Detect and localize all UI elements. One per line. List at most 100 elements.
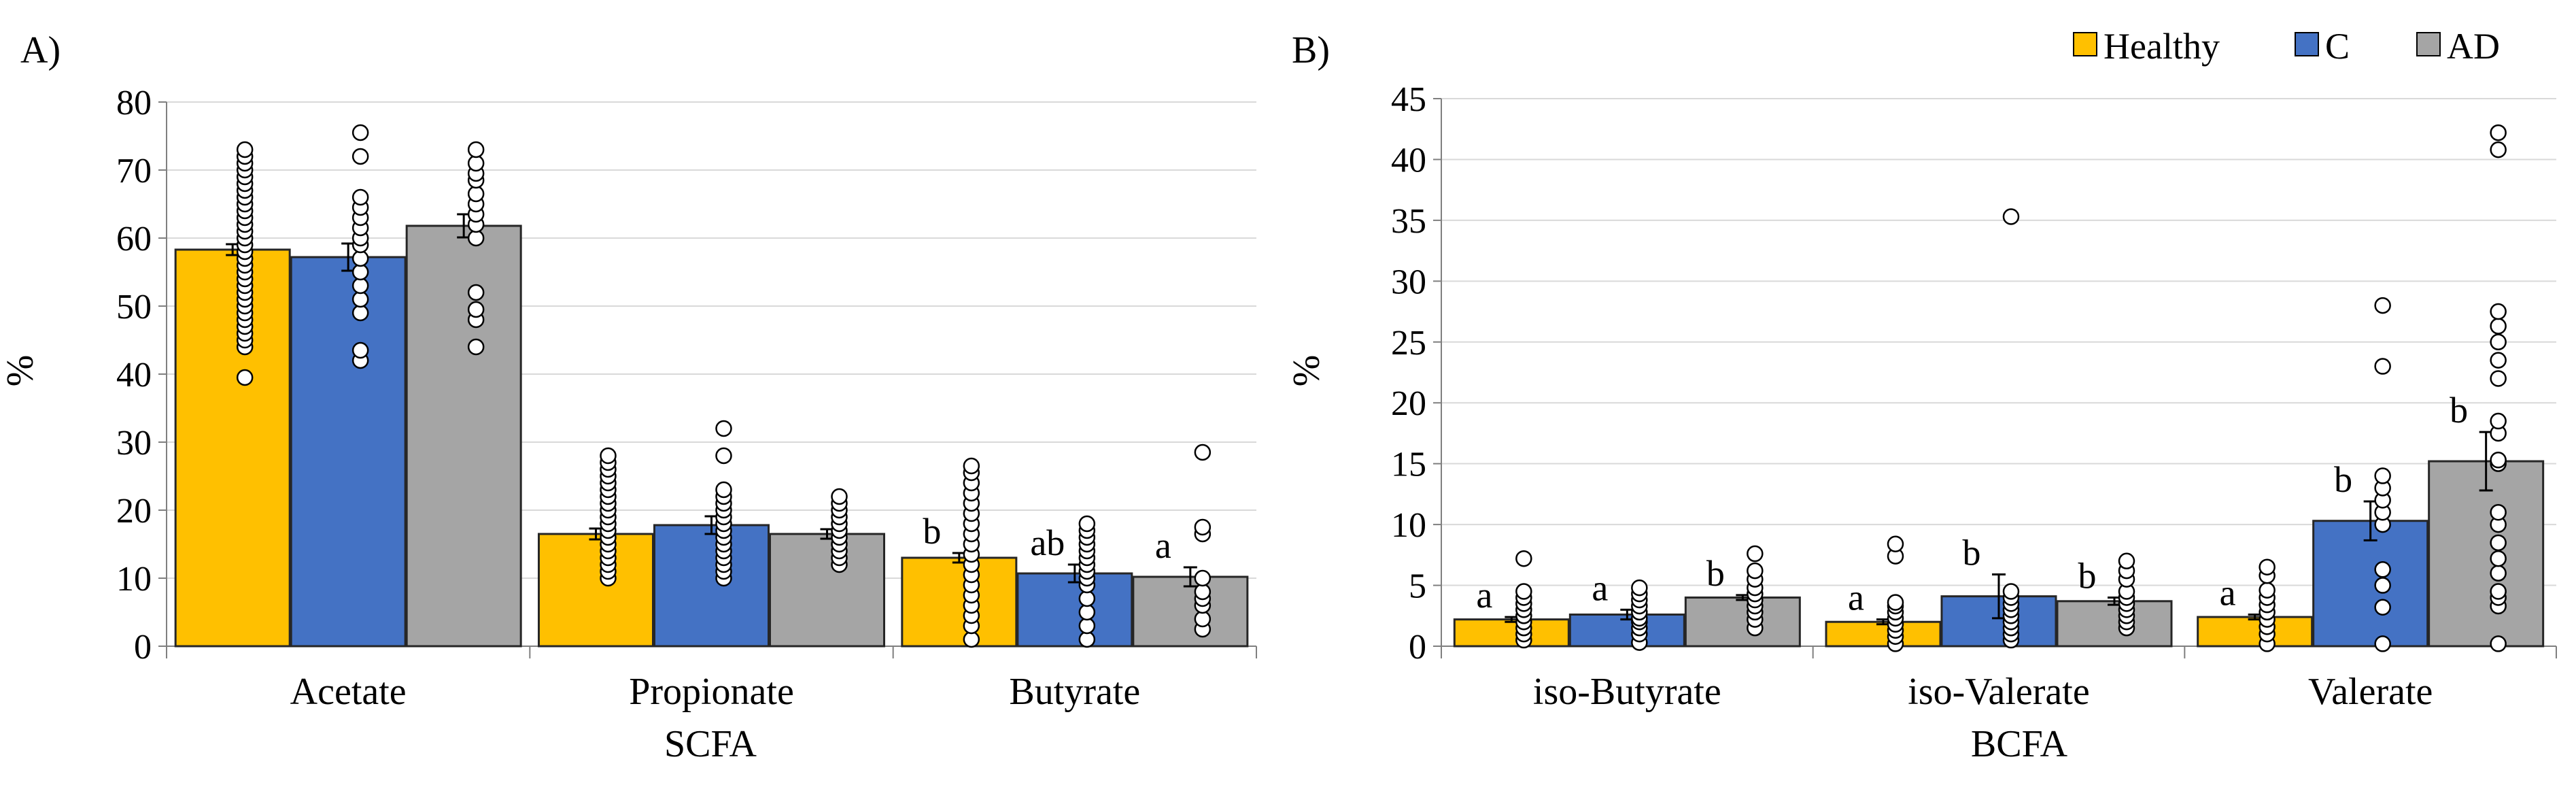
panel-b-significance-letter: b xyxy=(1963,532,1981,573)
panel-b-data-point xyxy=(2490,550,2507,567)
panel-a-y-tick-label: 50 xyxy=(116,288,152,326)
panel-a-data-point xyxy=(351,124,369,141)
panel-b-y-axis-label: % xyxy=(1286,355,1328,387)
panel-a-data-point xyxy=(351,341,369,359)
panel-a-data-point xyxy=(467,301,485,318)
panel-b-data-point xyxy=(2259,558,2276,575)
panel-a-data-point xyxy=(1194,443,1212,461)
panel-b-y-tick-label: 25 xyxy=(1391,324,1426,363)
panel-a-data-point xyxy=(467,154,485,172)
panel-a-y-tick-label: 60 xyxy=(116,220,152,258)
panel-a-category-label-propionate: Propionate xyxy=(629,671,794,713)
panel-b-y-tick-label: 10 xyxy=(1391,506,1426,545)
panel-a-data-point xyxy=(963,457,980,475)
panel-b-data-point xyxy=(2490,318,2507,335)
panel-a-significance-letter: b xyxy=(923,511,941,552)
panel-a-bar-healthy-propionate xyxy=(538,533,654,648)
panel-b-data-point xyxy=(1515,583,1532,600)
panel-a-y-tick-label: 70 xyxy=(116,152,152,190)
panel-a-data-point xyxy=(351,263,369,281)
panel-b-data-point xyxy=(2490,370,2507,387)
panel-b-data-point xyxy=(2002,583,2020,600)
panel-a-data-point xyxy=(236,141,254,158)
panel-a-data-point xyxy=(351,290,369,308)
panel-b-data-point xyxy=(2374,561,2391,578)
panel-a-data-point xyxy=(351,277,369,295)
legend-swatch-healthy xyxy=(2073,32,2097,56)
panel-b-significance-letter: a xyxy=(2220,572,2236,613)
panel-a-data-point xyxy=(715,420,732,437)
panel-b-x-axis-label: BCFA xyxy=(1971,723,2068,765)
panel-b-data-point xyxy=(1887,535,1904,552)
panel-a-bar-healthy-butyrate xyxy=(901,556,1018,648)
panel-b-data-point xyxy=(1887,594,1904,611)
panel-a-bar-c-butyrate xyxy=(1016,572,1133,648)
panel-a-category-label-acetate: Acetate xyxy=(290,671,407,713)
panel-a-y-tick-label: 80 xyxy=(116,84,152,122)
panel-b-data-point xyxy=(2490,452,2507,469)
panel-a-y-axis-label: % xyxy=(0,355,41,387)
panel-b-y-tick-label: 35 xyxy=(1391,202,1426,241)
panel-a-bar-c-acetate xyxy=(290,256,407,648)
panel-b-significance-letter: a xyxy=(1592,567,1608,608)
panel-a-y-tick-label: 40 xyxy=(116,356,152,395)
panel-b-data-point xyxy=(1631,579,1648,597)
panel-b-data-point xyxy=(1747,562,1764,580)
panel-b-data-point xyxy=(2002,208,2020,225)
panel-b-data-point xyxy=(2490,412,2507,430)
panel-b-bar-ad-iso-butyrate xyxy=(1684,596,1801,648)
panel-a-data-point xyxy=(1078,631,1096,648)
panel-b-data-point xyxy=(2374,599,2391,616)
panel-b: B) a a a a b b b b b 0 5 10 15 20 25 30 35 40 45 iso-Buty… xyxy=(1286,29,2557,765)
panel-a-data-point xyxy=(467,229,485,247)
panel-a-x-axis-label: SCFA xyxy=(664,723,757,765)
panel-a-data-point xyxy=(351,188,369,206)
panel-b-data-point xyxy=(2374,635,2391,652)
legend: Healthy C AD xyxy=(2073,26,2500,67)
panel-b-significance-letter: b xyxy=(1706,553,1725,594)
panel-b-significance-letter: b xyxy=(2334,459,2352,500)
panel-b-data-point xyxy=(2374,358,2391,375)
panel-b-bar-ad-valerate xyxy=(2428,460,2545,648)
panel-b-y-tick-label: 20 xyxy=(1391,384,1426,423)
panel-a-data-point xyxy=(467,141,485,158)
panel-a-data-point xyxy=(1078,603,1096,621)
panel-a-data-point xyxy=(715,481,732,499)
panel-a-data-point xyxy=(467,284,485,301)
panel-a-data-point xyxy=(1194,610,1212,628)
panel-a-significance-letter: ab xyxy=(1030,522,1065,563)
panel-b-y-tick-label: 45 xyxy=(1391,80,1426,119)
panel-a-data-point xyxy=(831,488,848,505)
panel-a-data-point xyxy=(236,369,254,386)
panel-b-data-point xyxy=(2490,333,2507,351)
panel-b-data-point xyxy=(1515,550,1532,567)
panel-a-y-tick-label: 0 xyxy=(134,628,152,667)
legend-label-healthy: Healthy xyxy=(2103,26,2220,67)
panel-b-data-point xyxy=(2374,297,2391,314)
panel-a-data-point xyxy=(1078,590,1096,607)
panel-b-data-point xyxy=(2490,503,2507,521)
panel-a-y-tick-label: 30 xyxy=(116,424,152,463)
panel-a-bar-healthy-acetate xyxy=(174,248,291,648)
panel-a: A) b ab a 0 10 20 30 40 50 60 70 80 Acetate Propion… xyxy=(0,29,1257,765)
panel-b-bar-healthy-iso-valerate xyxy=(1825,620,1942,648)
panel-b-y-tick-label: 15 xyxy=(1391,446,1426,484)
panel-a-bar-ad-propionate xyxy=(769,533,885,648)
legend-swatch-ad xyxy=(2416,32,2441,56)
panel-b-data-point xyxy=(2374,577,2391,594)
panel-b-label: B) xyxy=(1292,29,1330,71)
panel-a-data-point xyxy=(1078,617,1096,635)
panel-b-category-label-valerate: Valerate xyxy=(2308,671,2433,713)
panel-b-data-point xyxy=(2490,583,2507,600)
panel-b-y-tick-label: 40 xyxy=(1391,141,1426,180)
panel-b-data-point xyxy=(2259,582,2276,599)
legend-swatch-c xyxy=(2295,32,2319,56)
panel-b-data-point xyxy=(2374,467,2391,484)
panel-b-bar-healthy-iso-butyrate xyxy=(1453,618,1570,648)
panel-a-data-point xyxy=(600,447,617,465)
panel-a-data-point xyxy=(1194,569,1212,587)
panel-b-significance-letter: a xyxy=(1476,575,1492,616)
panel-a-data-point xyxy=(351,250,369,267)
panel-a-data-point xyxy=(351,304,369,322)
